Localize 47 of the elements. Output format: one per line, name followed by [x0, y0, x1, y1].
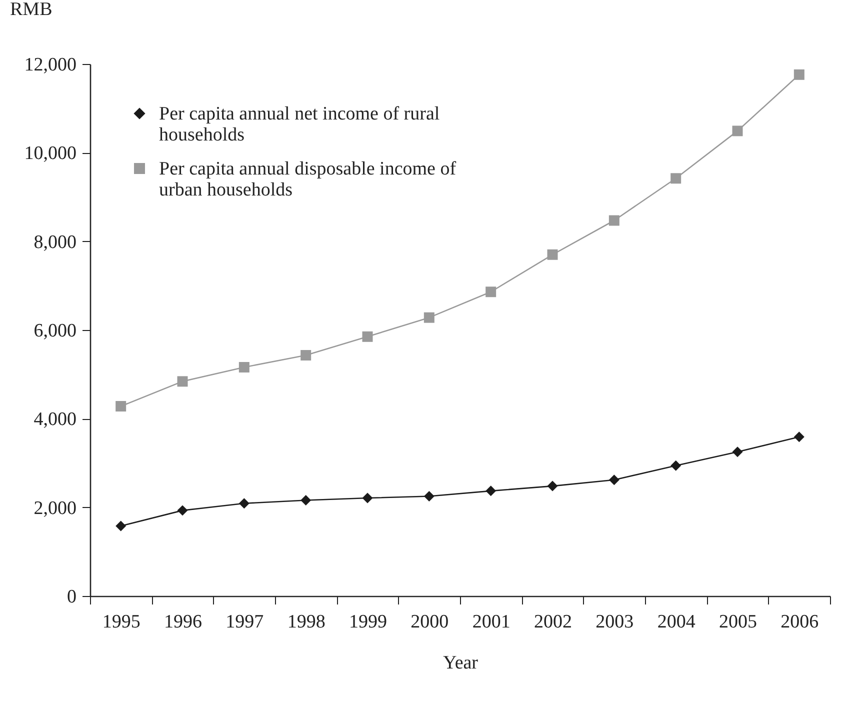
y-tick-label: 10,000	[24, 143, 76, 164]
point	[547, 480, 558, 492]
point	[486, 486, 496, 496]
point	[608, 215, 620, 226]
x-tick-label: 2001	[472, 612, 510, 632]
point	[794, 432, 804, 442]
point	[794, 69, 804, 80]
x-tick-label: 1997	[226, 612, 264, 632]
point	[486, 286, 496, 298]
point	[238, 362, 250, 372]
point	[177, 376, 188, 387]
x-tick-label: 1999	[349, 612, 387, 632]
point	[362, 492, 373, 504]
point	[732, 446, 743, 458]
y-tick-label: 0	[67, 586, 76, 608]
point	[238, 498, 250, 509]
y-tick-label: 8,000	[34, 232, 76, 253]
x-tick-label: 2005	[719, 612, 757, 632]
x-tick-label: 2002	[534, 612, 572, 632]
point	[362, 331, 373, 342]
x-tick-label: 1995	[102, 612, 140, 632]
point	[547, 249, 558, 260]
x-tick-label: 2006	[780, 612, 819, 632]
y-axis-title: RMB	[10, 0, 52, 20]
x-tick-label: 2000	[410, 612, 449, 632]
point	[608, 474, 620, 486]
point	[670, 173, 682, 184]
y-tick-label: 4,000	[34, 409, 76, 430]
x-tick-label: 2004	[657, 612, 696, 632]
x-tick-label: 1998	[287, 612, 326, 632]
legend-label: Per capita annual disposable income of urban households	[159, 158, 457, 200]
legend-label: Per capita annual net income of rural households	[159, 104, 440, 146]
y-tick-label: 12,000	[24, 54, 76, 76]
point	[300, 494, 312, 506]
point	[670, 460, 682, 471]
y-tick-label: 6,000	[34, 320, 76, 342]
point	[177, 505, 188, 516]
point	[300, 350, 312, 361]
point	[116, 520, 126, 532]
point	[424, 491, 434, 502]
point	[732, 126, 743, 136]
y-tick-label: 2,000	[34, 498, 76, 519]
point	[424, 312, 434, 323]
x-axis-title: Year	[442, 652, 479, 674]
point	[116, 401, 126, 412]
x-tick-label: 1996	[164, 612, 202, 632]
x-tick-label: 2003	[596, 612, 634, 632]
